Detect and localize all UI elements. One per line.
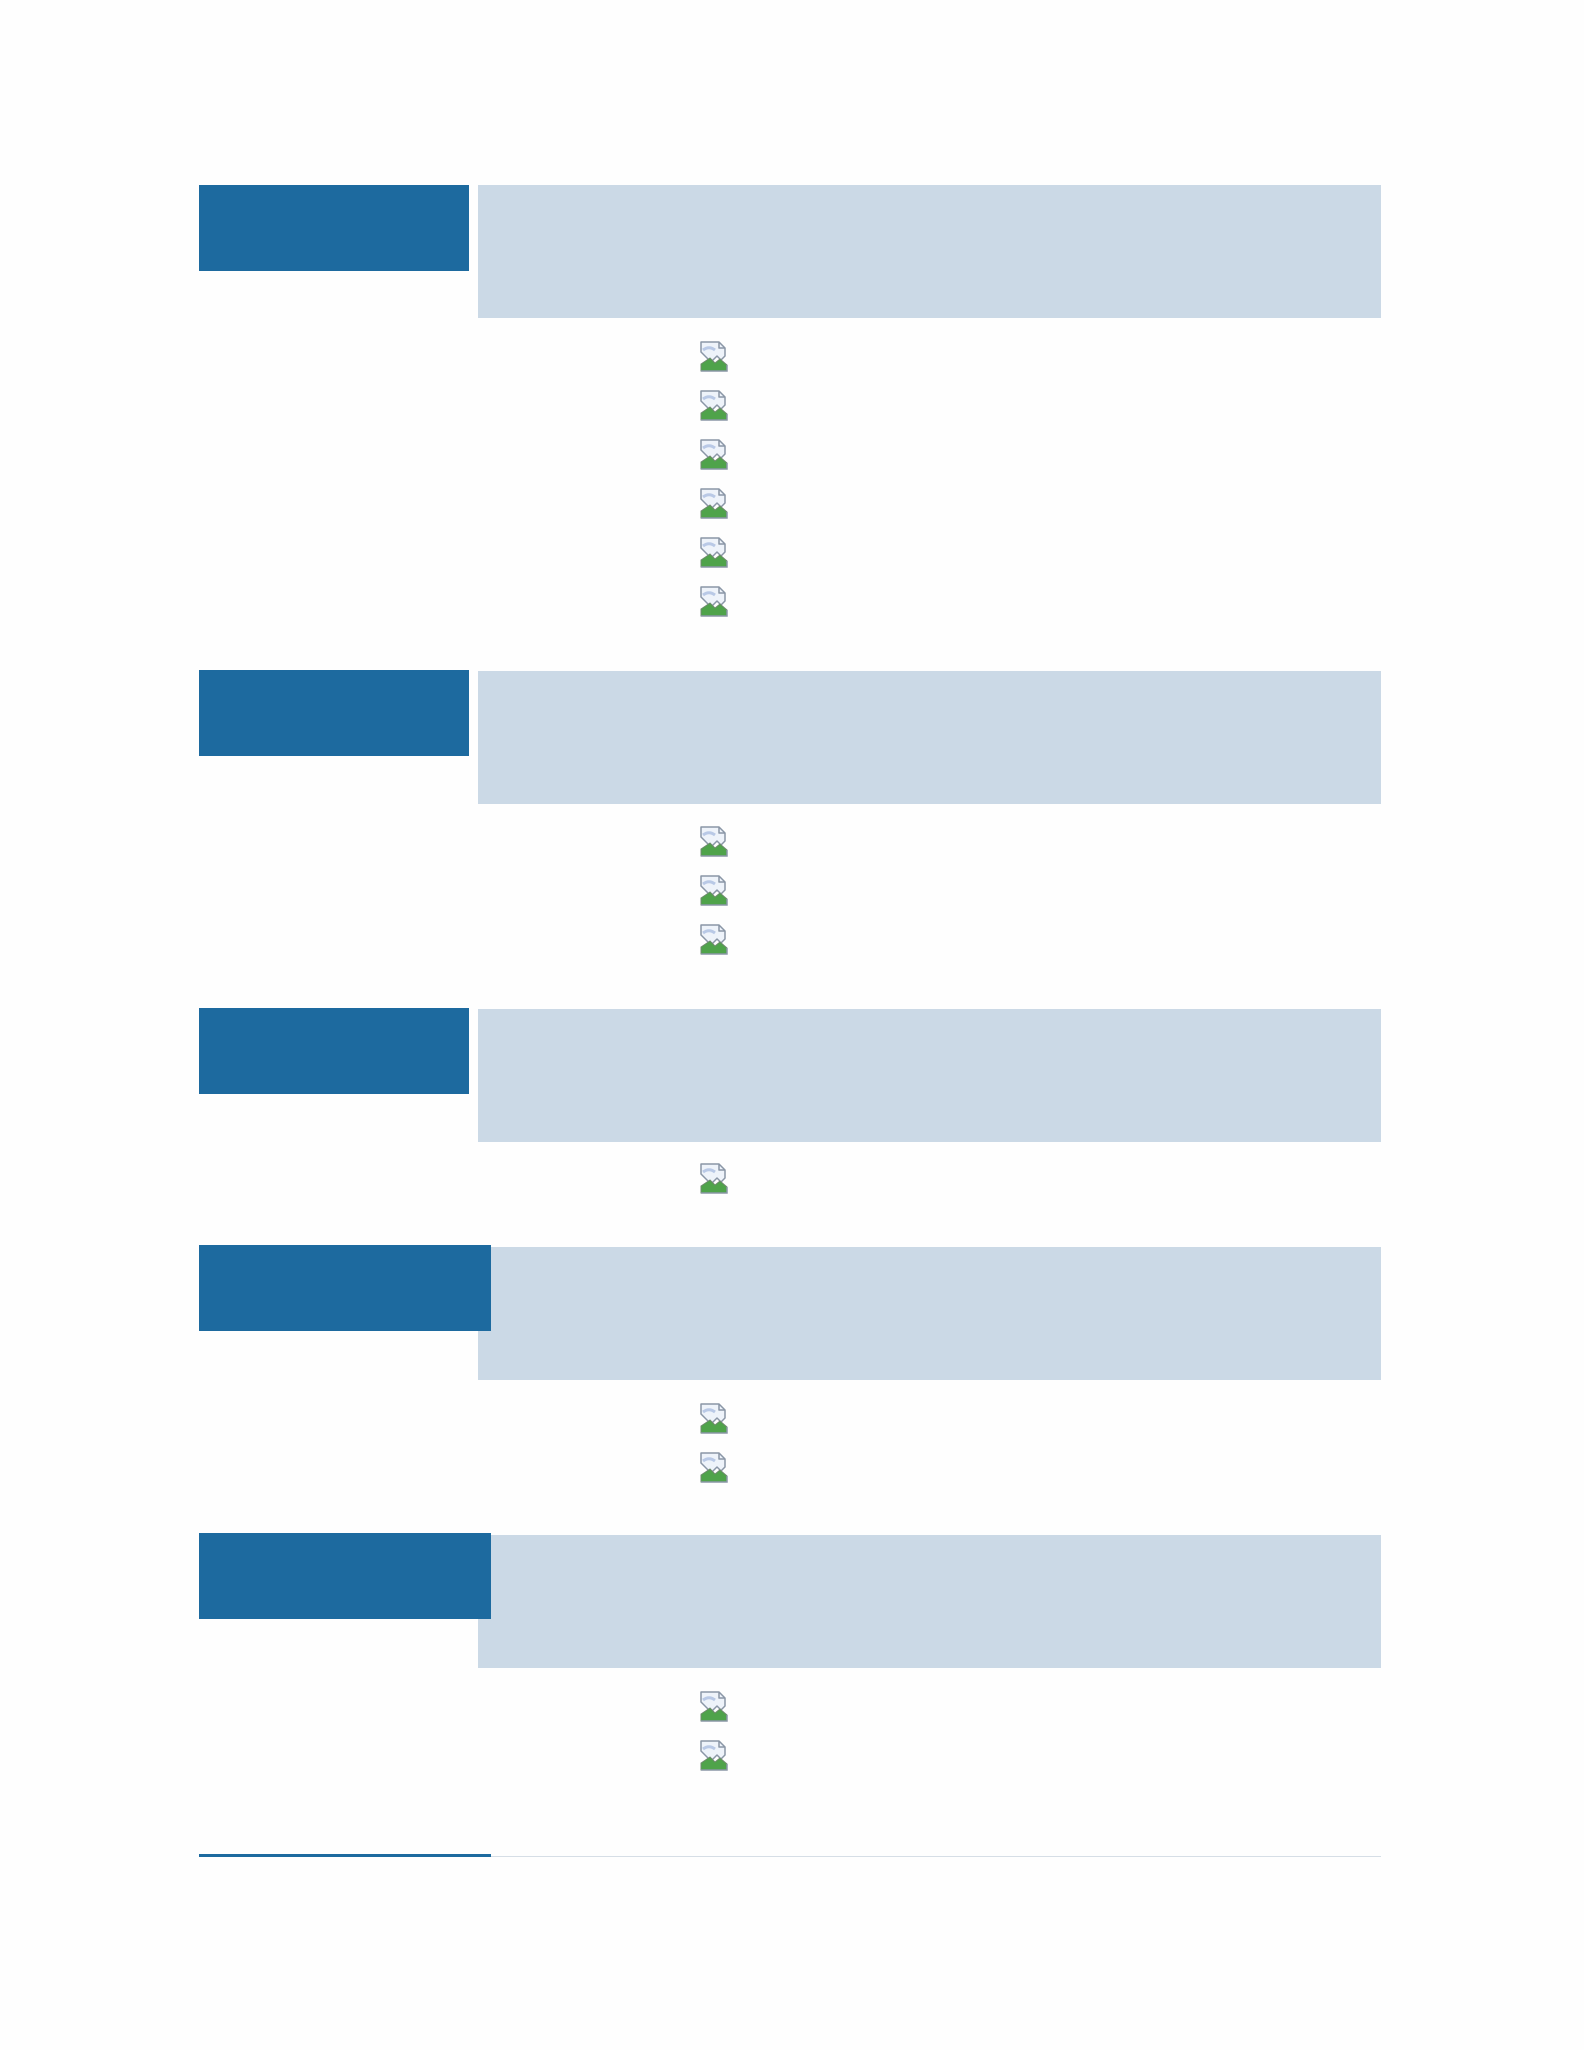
section-4-image-list <box>698 1402 730 1500</box>
section-1-tag <box>199 185 469 271</box>
list-item <box>698 1451 730 1484</box>
section-4-banner <box>478 1247 1381 1380</box>
broken-image-icon <box>698 438 730 471</box>
broken-image-icon <box>698 1402 730 1435</box>
list-item <box>698 389 730 422</box>
footer-divider <box>199 1856 1381 1857</box>
list-item <box>698 1690 730 1723</box>
broken-image-icon <box>698 825 730 858</box>
list-item <box>698 536 730 569</box>
section-3-banner <box>478 1009 1381 1142</box>
broken-image-icon <box>698 874 730 907</box>
broken-image-icon <box>698 1739 730 1772</box>
list-item <box>698 438 730 471</box>
section-3-image-list <box>698 1162 730 1211</box>
list-item <box>698 487 730 520</box>
list-item <box>698 874 730 907</box>
section-3-tag <box>199 1008 469 1094</box>
broken-image-icon <box>698 923 730 956</box>
list-item <box>698 1739 730 1772</box>
section-2-image-list <box>698 825 730 972</box>
broken-image-icon <box>698 1162 730 1195</box>
list-item <box>698 585 730 618</box>
list-item <box>698 1162 730 1195</box>
broken-image-icon <box>698 536 730 569</box>
list-item <box>698 1402 730 1435</box>
broken-image-icon <box>698 340 730 373</box>
broken-image-icon <box>698 585 730 618</box>
section-4-tag <box>199 1245 491 1331</box>
list-item <box>698 340 730 373</box>
list-item <box>698 825 730 858</box>
section-5-tag <box>199 1533 491 1619</box>
section-5-banner <box>478 1535 1381 1668</box>
section-1-image-list <box>698 340 730 634</box>
broken-image-icon <box>698 1690 730 1723</box>
section-1-banner <box>478 185 1381 318</box>
list-item <box>698 923 730 956</box>
broken-image-icon <box>698 1451 730 1484</box>
section-5-image-list <box>698 1690 730 1788</box>
broken-image-icon <box>698 487 730 520</box>
footer-accent-bar <box>199 1854 491 1857</box>
section-2-banner <box>478 671 1381 804</box>
section-2-tag <box>199 670 469 756</box>
broken-image-icon <box>698 389 730 422</box>
